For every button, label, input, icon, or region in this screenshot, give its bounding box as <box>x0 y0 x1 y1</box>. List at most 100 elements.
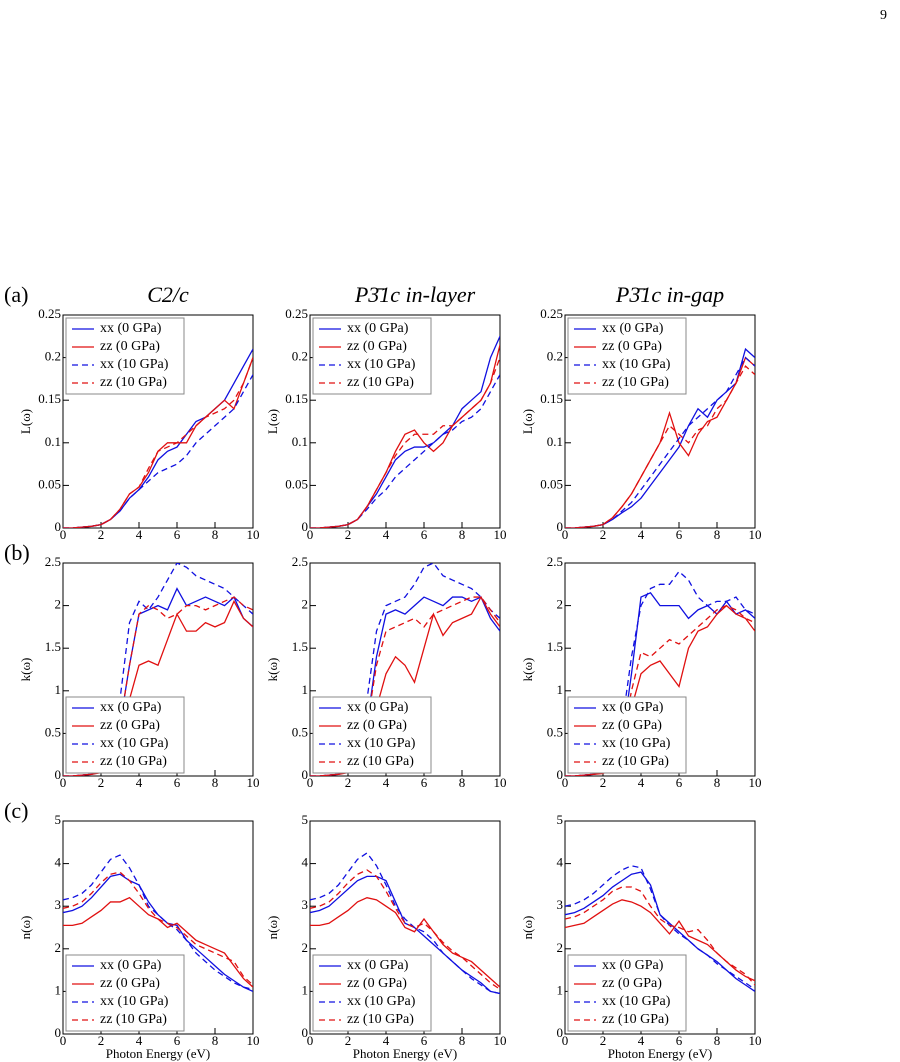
x-tick-label: 0 <box>307 1033 314 1048</box>
plot-frame <box>309 314 501 529</box>
x-tick-label: 0 <box>307 775 314 790</box>
y-tick-label: 3 <box>557 897 564 912</box>
legend-label: xx (0 GPa) <box>347 321 409 336</box>
series-line <box>565 604 755 776</box>
plot-frame <box>564 562 756 777</box>
x-tick-label: 2 <box>98 1033 105 1048</box>
y-tick-label: 0.05 <box>285 476 308 491</box>
y-axis-label: k(ω) <box>18 658 33 682</box>
plot-frame <box>62 820 254 1035</box>
x-tick-label: 4 <box>638 1033 645 1048</box>
legend-label: xx (0 GPa) <box>100 700 162 715</box>
y-tick-label: 4 <box>302 855 309 870</box>
series-line <box>565 365 755 528</box>
y-tick-label: 0.5 <box>45 724 61 739</box>
y-tick-label: 0.15 <box>38 391 61 406</box>
legend-label: xx (10 GPa) <box>100 357 169 372</box>
x-tick-label: 2 <box>98 527 105 542</box>
x-tick-label: 6 <box>174 1033 181 1048</box>
x-tick-label: 6 <box>421 1033 428 1048</box>
legend-label: zz (10 GPa) <box>602 1012 669 1027</box>
plot-frame <box>309 562 501 777</box>
y-tick-label: 5 <box>302 812 309 827</box>
y-tick-label: 1 <box>557 982 564 997</box>
x-tick-label: 4 <box>136 775 143 790</box>
legend-box <box>65 696 185 774</box>
x-tick-label: 0 <box>60 1033 67 1048</box>
y-tick-label: 0.25 <box>38 306 61 321</box>
legend-label: zz (0 GPa) <box>602 339 662 354</box>
x-tick-label: 4 <box>136 527 143 542</box>
legend-box <box>567 317 687 395</box>
x-tick-label: 10 <box>749 1033 762 1048</box>
x-tick-label: 8 <box>714 527 721 542</box>
x-tick-label: 2 <box>600 1033 607 1048</box>
y-tick-label: 1 <box>302 982 309 997</box>
x-tick-label: 10 <box>247 1033 260 1048</box>
x-tick-label: 6 <box>421 527 428 542</box>
x-tick-label: 10 <box>247 527 260 542</box>
y-tick-label: 0.1 <box>45 434 61 449</box>
series-line <box>565 886 755 986</box>
y-tick-label: 0.05 <box>540 476 563 491</box>
y-tick-label: 0.1 <box>547 434 563 449</box>
legend-label: xx (0 GPa) <box>347 958 409 973</box>
legend-box <box>312 317 432 395</box>
y-axis-label: k(ω) <box>520 658 535 682</box>
y-tick-label: 0.25 <box>540 306 563 321</box>
legend-box <box>567 954 687 1032</box>
y-tick-label: 0 <box>302 1025 309 1040</box>
series-line <box>310 875 500 995</box>
y-tick-label: 2 <box>55 597 62 612</box>
legend-label: xx (0 GPa) <box>347 700 409 715</box>
y-tick-label: 0.2 <box>292 349 308 364</box>
y-tick-label: 0.2 <box>45 349 61 364</box>
x-tick-label: 10 <box>749 527 762 542</box>
plot-frame <box>62 314 254 529</box>
y-tick-label: 2 <box>302 597 309 612</box>
y-tick-label: 2.5 <box>547 554 563 569</box>
y-tick-label: 1 <box>557 682 564 697</box>
x-tick-label: 4 <box>383 527 390 542</box>
x-tick-label: 0 <box>562 527 569 542</box>
y-tick-label: 2 <box>557 597 564 612</box>
y-tick-label: 2.5 <box>45 554 61 569</box>
legend-label: zz (0 GPa) <box>100 718 160 733</box>
x-axis-label: Photon Energy (eV) <box>106 1046 210 1061</box>
x-tick-label: 2 <box>600 775 607 790</box>
y-tick-label: 0 <box>557 767 564 782</box>
x-tick-label: 2 <box>98 775 105 790</box>
x-tick-label: 0 <box>307 527 314 542</box>
y-tick-label: 1.5 <box>292 639 308 654</box>
chart-title: P3̄1c in-layer <box>354 282 476 307</box>
y-tick-label: 1.5 <box>547 639 563 654</box>
y-tick-label: 0 <box>302 519 309 534</box>
x-tick-label: 0 <box>562 1033 569 1048</box>
y-tick-label: 0 <box>557 1025 564 1040</box>
x-tick-label: 6 <box>676 1033 683 1048</box>
y-tick-label: 0.15 <box>540 391 563 406</box>
y-axis-label: n(ω) <box>265 916 280 940</box>
y-tick-label: 4 <box>55 855 62 870</box>
x-tick-label: 8 <box>459 1033 466 1048</box>
page-number: 9 <box>880 8 887 23</box>
legend-label: xx (10 GPa) <box>602 736 671 751</box>
legend-label: zz (10 GPa) <box>602 754 669 769</box>
row-label: (c) <box>4 798 28 823</box>
y-tick-label: 0 <box>55 1025 62 1040</box>
legend-label: zz (0 GPa) <box>347 976 407 991</box>
series-line <box>565 865 755 990</box>
legend-label: xx (0 GPa) <box>100 321 162 336</box>
y-tick-label: 3 <box>55 897 62 912</box>
y-axis-label: L(ω) <box>265 409 280 434</box>
y-tick-label: 1 <box>55 982 62 997</box>
legend-label: xx (0 GPa) <box>100 958 162 973</box>
y-tick-label: 1 <box>302 682 309 697</box>
legend-label: xx (0 GPa) <box>602 958 664 973</box>
legend-label: zz (0 GPa) <box>602 976 662 991</box>
legend-label: zz (10 GPa) <box>347 754 414 769</box>
x-tick-label: 6 <box>676 775 683 790</box>
x-tick-label: 4 <box>638 775 645 790</box>
y-axis-label: L(ω) <box>520 409 535 434</box>
x-tick-label: 0 <box>60 527 67 542</box>
